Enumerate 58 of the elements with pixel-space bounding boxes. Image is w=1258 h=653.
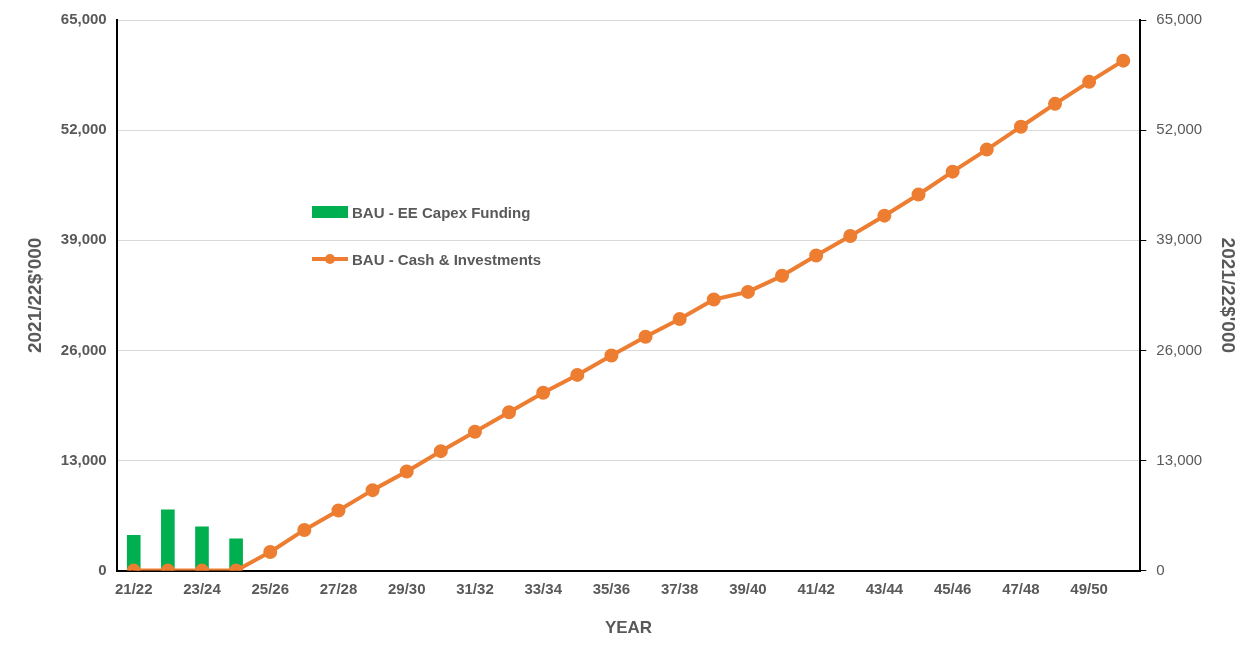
x-tick-label: 27/28 bbox=[319, 579, 358, 597]
point bbox=[809, 248, 824, 263]
x-tick-label: 33/34 bbox=[524, 579, 563, 597]
x-tick-label: 31/32 bbox=[456, 579, 494, 597]
point bbox=[945, 164, 960, 179]
point bbox=[877, 208, 892, 223]
point bbox=[1082, 74, 1097, 89]
point bbox=[638, 329, 653, 344]
point bbox=[775, 268, 790, 283]
y-axis-title: 2021/22$'000 bbox=[23, 237, 45, 354]
legend-label: BAU - EE Capex Funding bbox=[352, 203, 531, 221]
x-tick-label: 39/40 bbox=[729, 579, 767, 597]
x-tick-label: 45/46 bbox=[933, 579, 972, 597]
point bbox=[1116, 53, 1131, 68]
y2-tick-label: 13,000 bbox=[1156, 450, 1203, 468]
y2-tick-label: 0 bbox=[1156, 560, 1165, 578]
x-axis-title: YEAR bbox=[604, 618, 653, 638]
point bbox=[331, 503, 346, 518]
x-tick-label: 35/36 bbox=[592, 579, 631, 597]
point bbox=[843, 229, 858, 244]
point bbox=[536, 385, 551, 400]
x-tick-label: 49/50 bbox=[1070, 579, 1108, 597]
point bbox=[911, 187, 926, 202]
y2-tick-label: 52,000 bbox=[1156, 120, 1203, 138]
x-tick-label: 41/42 bbox=[797, 579, 835, 597]
point bbox=[433, 444, 448, 459]
y-tick-label: 0 bbox=[98, 560, 107, 578]
x-tick-label: 43/44 bbox=[865, 579, 904, 597]
legend-label: BAU - Cash & Investments bbox=[352, 250, 542, 268]
point bbox=[706, 292, 721, 307]
point bbox=[365, 483, 380, 498]
y2-tick-label: 26,000 bbox=[1156, 340, 1203, 358]
y2-axis-title: 2021/22$'000 bbox=[1218, 237, 1240, 354]
point bbox=[502, 405, 517, 420]
y2-tick-label: 39,000 bbox=[1156, 230, 1203, 248]
point bbox=[672, 312, 687, 327]
point bbox=[979, 142, 994, 157]
y-tick-label: 65,000 bbox=[60, 10, 107, 28]
y2-tick-label: 65,000 bbox=[1156, 10, 1203, 28]
point bbox=[740, 284, 755, 299]
y-tick-label: 26,000 bbox=[60, 340, 107, 358]
point bbox=[467, 424, 482, 439]
x-tick-label: 25/26 bbox=[251, 579, 289, 597]
point bbox=[1048, 96, 1063, 111]
point bbox=[399, 464, 414, 479]
x-tick-label: 21/22 bbox=[114, 579, 153, 597]
point bbox=[570, 367, 585, 382]
point bbox=[297, 522, 312, 537]
point bbox=[263, 544, 278, 559]
y-tick-label: 13,000 bbox=[60, 450, 107, 468]
x-tick-label: 23/24 bbox=[183, 579, 222, 597]
x-tick-label: 47/48 bbox=[1002, 579, 1040, 597]
y-tick-label: 39,000 bbox=[60, 230, 107, 248]
point bbox=[1013, 119, 1028, 134]
point bbox=[604, 348, 619, 363]
y-tick-label: 52,000 bbox=[60, 120, 107, 138]
x-tick-label: 29/30 bbox=[387, 579, 426, 597]
x-tick-label: 37/38 bbox=[660, 579, 699, 597]
